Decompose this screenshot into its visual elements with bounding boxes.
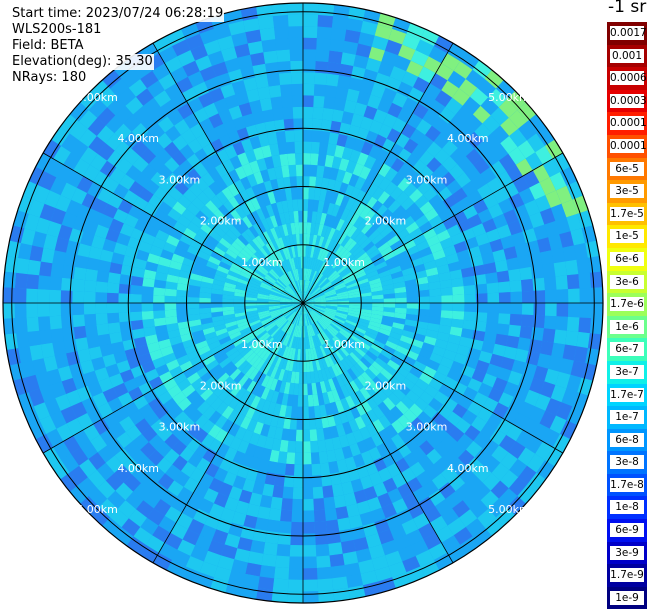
colorbar-unit: -1 sr [607, 0, 647, 17]
azimuth-spoke [302, 302, 564, 454]
range-ring-label: 4.00km [447, 132, 489, 145]
range-ring-label: 4.00km [117, 132, 159, 145]
colorbar-tick-label: 1e-8 [610, 500, 644, 515]
colorbar-tick-label: 1e-6 [610, 319, 644, 334]
range-ring-label: 2.00km [365, 379, 407, 392]
colorbar-step: 6e-7 [607, 338, 647, 361]
colorbar-tick-label: 0.0006 [610, 71, 647, 86]
colorbar-step: 0.0003 [607, 89, 647, 113]
colorbar-tick-label: 1e-9 [610, 590, 644, 605]
colorbar-tick-label: 0.0003 [610, 93, 647, 108]
range-ring-label: 2.00km [200, 215, 242, 228]
range-ring-label: 1.00km [323, 338, 365, 351]
colorbar-tick-label: 6e-6 [610, 251, 644, 266]
range-ring-label: 4.00km [447, 462, 489, 475]
colorbar-tick-label: 0.0017 [610, 26, 647, 40]
colorbar-step: 0.0017 [607, 22, 647, 45]
colorbar-step: 6e-6 [607, 247, 647, 271]
azimuth-spoke [302, 152, 564, 304]
colorbar-step: 1.7e-5 [607, 202, 647, 226]
colorbar: 0.0017 0.001 0.0006 0.0003 0.00017 0.0001 6e-5… [607, 22, 647, 609]
colorbar-tick-label: 3e-6 [610, 274, 644, 289]
ray-count: NRays: 180 [11, 70, 88, 86]
azimuth-spokes [3, 3, 603, 603]
colorbar-tick-label: 1.7e-9 [610, 568, 644, 583]
colorbar-step: 6e-5 [607, 157, 647, 181]
colorbar-step: 1e-7 [607, 406, 647, 429]
colorbar-step: 3e-8 [607, 451, 647, 474]
colorbar-tick-label: 0.001 [610, 48, 644, 63]
colorbar-step: 1e-6 [607, 315, 647, 339]
colorbar-step: 0.0001 [607, 134, 647, 158]
colorbar-step: 1e-5 [607, 225, 647, 248]
colorbar-step: 1e-9 [607, 586, 647, 609]
field-name: Field: BETA [11, 38, 85, 54]
range-ring-label: 5.00km [488, 503, 530, 516]
colorbar-step: 3e-6 [607, 270, 647, 294]
colorbar-step: 6e-9 [607, 519, 647, 542]
scan-data-layer [3, 3, 603, 603]
colorbar-step: 1.7e-7 [607, 383, 647, 407]
colorbar-tick-label: 6e-9 [610, 523, 644, 538]
colorbar-step: 3e-9 [607, 541, 647, 565]
colorbar-step: 1.7e-8 [607, 473, 647, 497]
colorbar-tick-label: 0.0001 [610, 138, 647, 153]
colorbar-tick-label: 0.00017 [610, 116, 647, 131]
colorbar-tick-label: 1.7e-6 [610, 297, 644, 312]
colorbar-tick-label: 1e-5 [610, 229, 644, 244]
range-ring-label: 2.00km [365, 215, 407, 228]
instrument-name: WLS200s-181 [11, 22, 103, 38]
colorbar-step: 0.001 [607, 44, 647, 68]
range-ring-label: 1.00km [241, 338, 283, 351]
range-ring-label: 5.00km [488, 91, 530, 104]
colorbar-step: 3e-7 [607, 360, 647, 384]
colorbar-step: 0.0006 [607, 67, 647, 90]
range-ring-label: 1.00km [241, 256, 283, 269]
azimuth-spoke [302, 42, 454, 304]
colorbar-step: 6e-8 [607, 428, 647, 452]
colorbar-tick-label: 1e-7 [610, 410, 644, 425]
start-time: Start time: 2023/07/24 06:28:19 [11, 6, 225, 22]
range-ring-label: 4.00km [117, 462, 159, 475]
colorbar-tick-label: 1.7e-5 [610, 206, 644, 221]
azimuth-spoke [302, 302, 454, 564]
colorbar-step: 1.7e-6 [607, 293, 647, 316]
colorbar-tick-label: 6e-8 [610, 432, 644, 447]
range-ring-label: 3.00km [159, 421, 201, 434]
scan-info: Start time: 2023/07/24 06:28:19 WLS200s-… [11, 6, 225, 86]
colorbar-tick-label: 3e-5 [610, 184, 644, 199]
range-ring-label: 1.00km [323, 256, 365, 269]
colorbar-tick-label: 6e-5 [610, 161, 644, 176]
range-ring-label: 5.00km [76, 91, 118, 104]
range-ring-label: 5.00km [76, 503, 118, 516]
colorbar-tick-label: 6e-7 [610, 342, 644, 357]
azimuth-spoke [42, 302, 304, 454]
azimuth-spoke [42, 152, 304, 304]
colorbar-tick-label: 3e-8 [610, 455, 644, 470]
colorbar-tick-label: 3e-7 [610, 364, 644, 379]
range-ring-label: 3.00km [159, 173, 201, 186]
colorbar-step: 1.7e-9 [607, 564, 647, 587]
elevation: Elevation(deg): 35.30 [11, 54, 154, 70]
range-labels: 1.00km 2.00km 3.00km 4.00km 5.00km 1.00km 2.00… [76, 91, 529, 516]
range-ring-label: 2.00km [200, 379, 242, 392]
range-ring-label: 3.00km [406, 421, 448, 434]
colorbar-step: 0.00017 [607, 112, 647, 135]
colorbar-step: 3e-5 [607, 180, 647, 203]
colorbar-tick-label: 1.7e-8 [610, 477, 644, 492]
azimuth-spoke [152, 42, 304, 304]
colorbar-tick-label: 3e-9 [610, 545, 644, 560]
colorbar-tick-label: 1.7e-7 [610, 387, 644, 402]
range-ring-label: 3.00km [406, 173, 448, 186]
azimuth-spoke [152, 302, 304, 564]
colorbar-step: 1e-8 [607, 496, 647, 520]
